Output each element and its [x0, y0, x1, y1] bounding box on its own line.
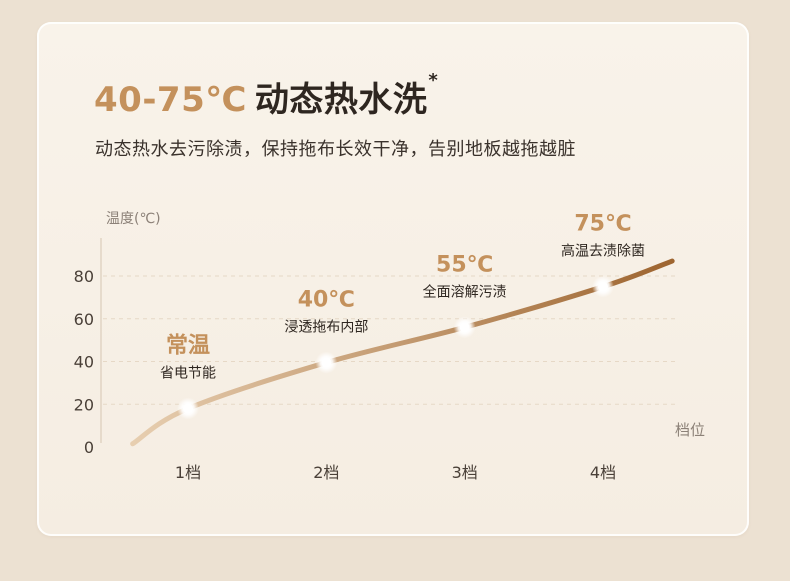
- x-tick-label: 4档: [590, 463, 616, 482]
- point-description: 高温去渍除菌: [561, 243, 645, 260]
- data-point: [321, 357, 332, 368]
- x-tick-label: 1档: [175, 463, 201, 482]
- page-subtitle: 动态热水去污除渍，保持拖布长效干净，告别地板越拖越脏: [95, 139, 576, 160]
- y-tick-label: 60: [74, 310, 94, 329]
- y-tick-label: 20: [74, 395, 94, 414]
- x-tick-label: 3档: [452, 463, 478, 482]
- title-text: 动态热水洗: [254, 80, 428, 120]
- point-value-label: 75℃: [574, 212, 631, 237]
- data-point: [183, 403, 193, 414]
- y-tick-label: 80: [74, 267, 94, 286]
- y-tick-label: 0: [84, 438, 94, 457]
- y-axis-label: 温度(℃): [106, 211, 161, 227]
- series-line: [130, 258, 675, 447]
- point-description: 浸透拖布内部: [284, 320, 368, 336]
- x-tick-label: 2档: [313, 463, 339, 482]
- point-value-label: 40℃: [298, 288, 355, 313]
- point-description: 省电节能: [160, 366, 216, 382]
- y-tick-label: 40: [74, 353, 94, 372]
- data-point: [459, 322, 470, 333]
- page-title: 40-75℃ 动态热水洗*: [94, 70, 439, 120]
- title-temperature: 40-75℃: [94, 80, 247, 120]
- point-description: 全面溶解污渍: [423, 283, 507, 300]
- point-value-label: 55℃: [436, 252, 493, 277]
- data-point: [598, 281, 608, 292]
- point-value-label: 常温: [166, 333, 210, 359]
- title-footnote-mark: *: [428, 70, 439, 91]
- x-axis-label: 档位: [675, 421, 705, 439]
